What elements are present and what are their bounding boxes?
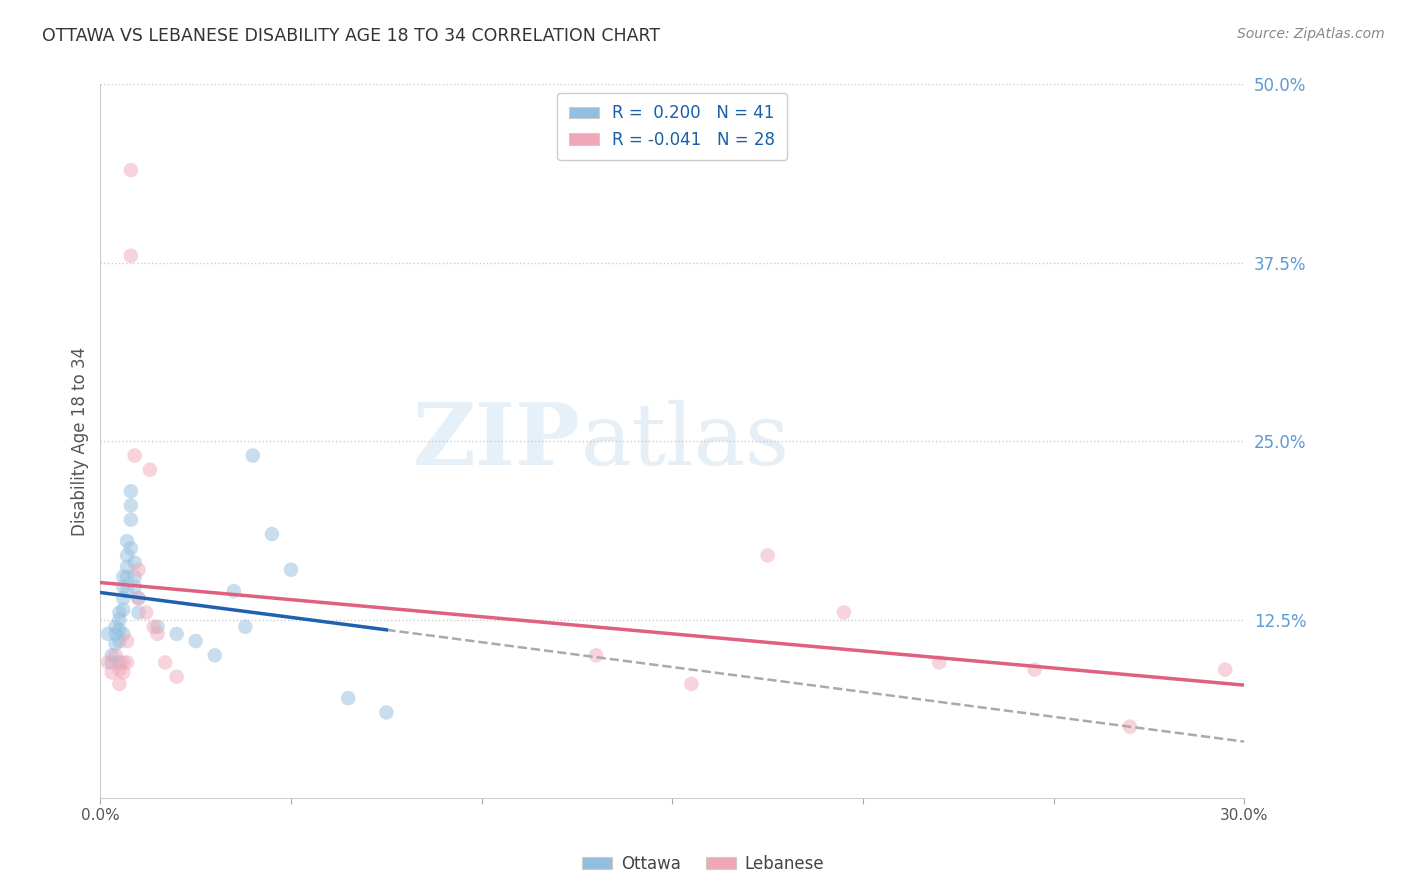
Point — [97, 656, 120, 670]
Point — [124, 449, 146, 463]
Point — [108, 623, 131, 637]
Point — [115, 570, 138, 584]
Point — [120, 249, 142, 263]
Point — [756, 549, 779, 563]
Point — [115, 549, 138, 563]
Point — [104, 648, 127, 663]
Point — [108, 656, 131, 670]
Point — [104, 627, 127, 641]
Point — [127, 591, 149, 606]
Point — [120, 513, 142, 527]
Point — [928, 656, 950, 670]
Point — [260, 527, 283, 541]
Legend: Ottawa, Lebanese: Ottawa, Lebanese — [575, 848, 831, 880]
Point — [337, 691, 360, 706]
Point — [112, 580, 135, 594]
Point — [101, 648, 124, 663]
Point — [1213, 663, 1236, 677]
Point — [146, 627, 169, 641]
Point — [124, 570, 146, 584]
Point — [127, 606, 149, 620]
Point — [108, 677, 131, 691]
Point — [375, 706, 398, 720]
Point — [233, 620, 256, 634]
Point — [115, 656, 138, 670]
Point — [112, 570, 135, 584]
Point — [166, 627, 188, 641]
Point — [115, 559, 138, 574]
Point — [120, 499, 142, 513]
Text: ZIP: ZIP — [413, 400, 581, 483]
Legend: R =  0.200   N = 41, R = -0.041   N = 28: R = 0.200 N = 41, R = -0.041 N = 28 — [558, 93, 787, 161]
Point — [142, 620, 165, 634]
Point — [153, 656, 176, 670]
Point — [120, 484, 142, 499]
Point — [1119, 720, 1142, 734]
Point — [115, 534, 138, 549]
Y-axis label: Disability Age 18 to 34: Disability Age 18 to 34 — [72, 347, 89, 536]
Point — [112, 602, 135, 616]
Point — [681, 677, 703, 691]
Point — [112, 665, 135, 680]
Point — [112, 627, 135, 641]
Point — [127, 563, 149, 577]
Point — [222, 584, 245, 599]
Point — [115, 634, 138, 648]
Point — [135, 606, 157, 620]
Point — [280, 563, 302, 577]
Point — [108, 606, 131, 620]
Point — [242, 449, 264, 463]
Point — [108, 634, 131, 648]
Point — [120, 541, 142, 556]
Point — [124, 580, 146, 594]
Point — [115, 584, 138, 599]
Text: OTTAWA VS LEBANESE DISABILITY AGE 18 TO 34 CORRELATION CHART: OTTAWA VS LEBANESE DISABILITY AGE 18 TO … — [42, 27, 661, 45]
Point — [832, 606, 855, 620]
Point — [124, 556, 146, 570]
Point — [146, 620, 169, 634]
Point — [204, 648, 226, 663]
Point — [108, 613, 131, 627]
Point — [104, 637, 127, 651]
Point — [104, 620, 127, 634]
Point — [108, 663, 131, 677]
Point — [1024, 663, 1046, 677]
Point — [97, 627, 120, 641]
Point — [139, 463, 162, 477]
Point — [184, 634, 207, 648]
Point — [585, 648, 607, 663]
Point — [112, 591, 135, 606]
Point — [166, 670, 188, 684]
Point — [101, 665, 124, 680]
Point — [127, 591, 149, 606]
Text: atlas: atlas — [581, 400, 790, 483]
Point — [101, 656, 124, 670]
Point — [120, 163, 142, 178]
Point — [112, 656, 135, 670]
Text: Source: ZipAtlas.com: Source: ZipAtlas.com — [1237, 27, 1385, 41]
